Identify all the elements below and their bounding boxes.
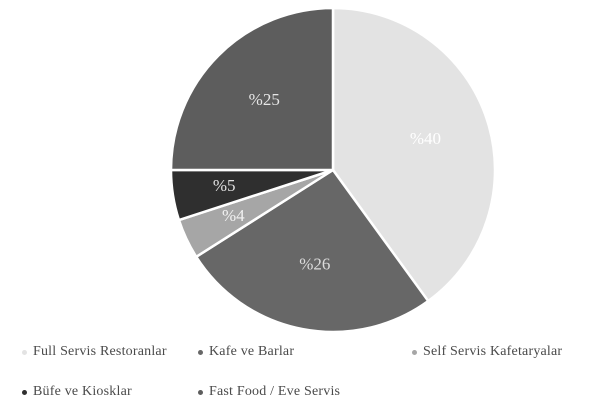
legend-label: Fast Food / Eve Servis <box>209 384 341 399</box>
legend: Full Servis Restoranlar Kafe ve Barlar S… <box>0 336 603 409</box>
slice-label: %25 <box>249 90 280 109</box>
slice-label: %5 <box>213 176 236 195</box>
legend-marker <box>22 349 27 355</box>
legend-label: Büfe ve Kiosklar <box>33 384 132 399</box>
pie-chart: %40 %26 %4 %5 %25 <box>169 6 497 334</box>
legend-marker <box>22 389 27 395</box>
legend-item-fast-food: Fast Food / Eve Servis <box>198 384 340 400</box>
slice-label: %4 <box>222 206 245 225</box>
legend-marker <box>198 389 203 395</box>
slice-label: %40 <box>410 129 441 148</box>
legend-label: Self Servis Kafetaryalar <box>423 344 563 359</box>
legend-item-self-servis: Self Servis Kafetaryalar <box>412 344 562 360</box>
pie-slice <box>331 6 497 303</box>
legend-label: Kafe ve Barlar <box>209 344 295 359</box>
legend-item-kafe-barlar: Kafe ve Barlar <box>198 344 294 360</box>
legend-marker <box>198 349 203 355</box>
legend-marker <box>412 349 417 355</box>
legend-label: Full Servis Restoranlar <box>33 344 167 359</box>
slice-label: %26 <box>299 254 330 273</box>
pie-slice <box>169 6 335 172</box>
pie-slice <box>194 168 430 334</box>
legend-item-bufe-kiosklar: Büfe ve Kiosklar <box>22 384 132 400</box>
legend-item-full-servis: Full Servis Restoranlar <box>22 344 167 360</box>
